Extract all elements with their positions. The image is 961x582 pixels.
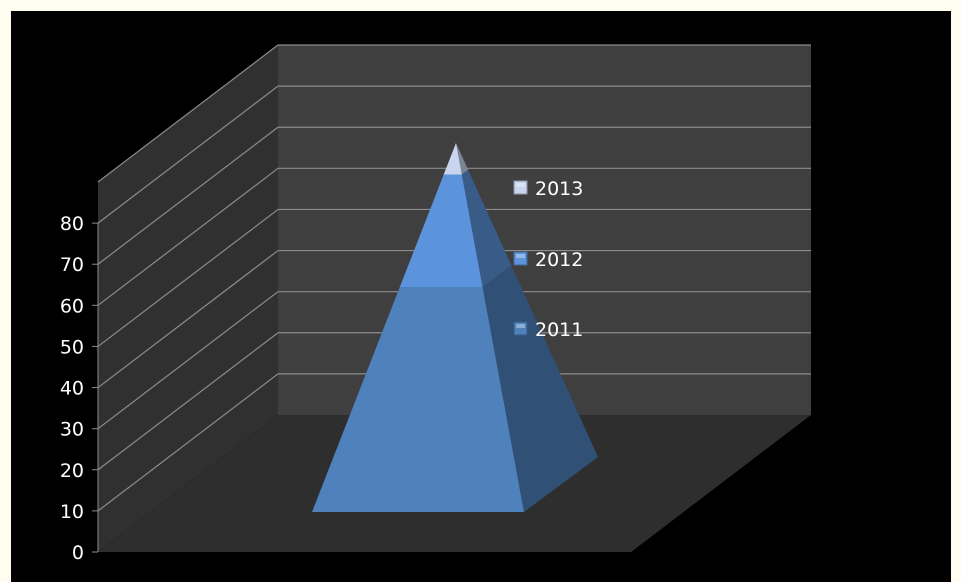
side-gridline [97, 44, 279, 183]
y-tick-label: 50 [60, 336, 84, 358]
y-tick-label: 80 [60, 213, 84, 235]
y-tick-label: 70 [60, 254, 84, 276]
y-tick-label: 20 [60, 460, 84, 482]
legend-item-2011: 2011 [513, 319, 583, 341]
legend-label: 2011 [535, 319, 583, 341]
y-tick-label: 0 [72, 542, 84, 564]
chart-area: 0 10 20 30 40 50 60 70 80 2013 2012 2011 [11, 11, 951, 582]
pyramid-side-2012 [461, 169, 512, 287]
y-tick-label: 30 [60, 419, 84, 441]
legend: 2013 2012 2011 [513, 178, 583, 341]
pyramid-segment-2012 [399, 174, 483, 287]
y-axis: 0 10 20 30 40 50 60 70 80 [60, 213, 99, 564]
side-gridline [97, 126, 279, 265]
pyramid-series [312, 143, 598, 512]
pyramid-segment-2011 [312, 287, 524, 512]
legend-swatch [513, 251, 528, 266]
legend-label: 2013 [535, 178, 583, 200]
side-gridline [97, 250, 279, 389]
side-wall [98, 45, 278, 552]
y-tick-label: 10 [60, 501, 84, 523]
side-gridline [97, 85, 279, 224]
legend-swatch-highlight [516, 183, 525, 187]
side-gridline [97, 291, 279, 430]
side-gridline [97, 373, 279, 512]
pyramid-side-2011 [482, 265, 598, 512]
legend-swatch [513, 321, 528, 336]
pyramid-side-2013 [456, 143, 469, 175]
side-gridline [97, 167, 279, 306]
pyramid-segment-2013 [443, 143, 462, 175]
legend-swatch-highlight [516, 324, 525, 328]
side-gridline [97, 208, 279, 347]
legend-swatch-highlight [516, 254, 525, 258]
y-tick-label: 40 [60, 378, 84, 400]
legend-item-2012: 2012 [513, 249, 583, 271]
legend-item-2013: 2013 [513, 178, 583, 200]
legend-label: 2012 [535, 249, 583, 271]
legend-swatch [513, 180, 528, 195]
pyramid-chart: 0 10 20 30 40 50 60 70 80 2013 2012 2011 [60, 44, 811, 564]
y-tick-label: 60 [60, 295, 84, 317]
side-gridline [97, 332, 279, 471]
